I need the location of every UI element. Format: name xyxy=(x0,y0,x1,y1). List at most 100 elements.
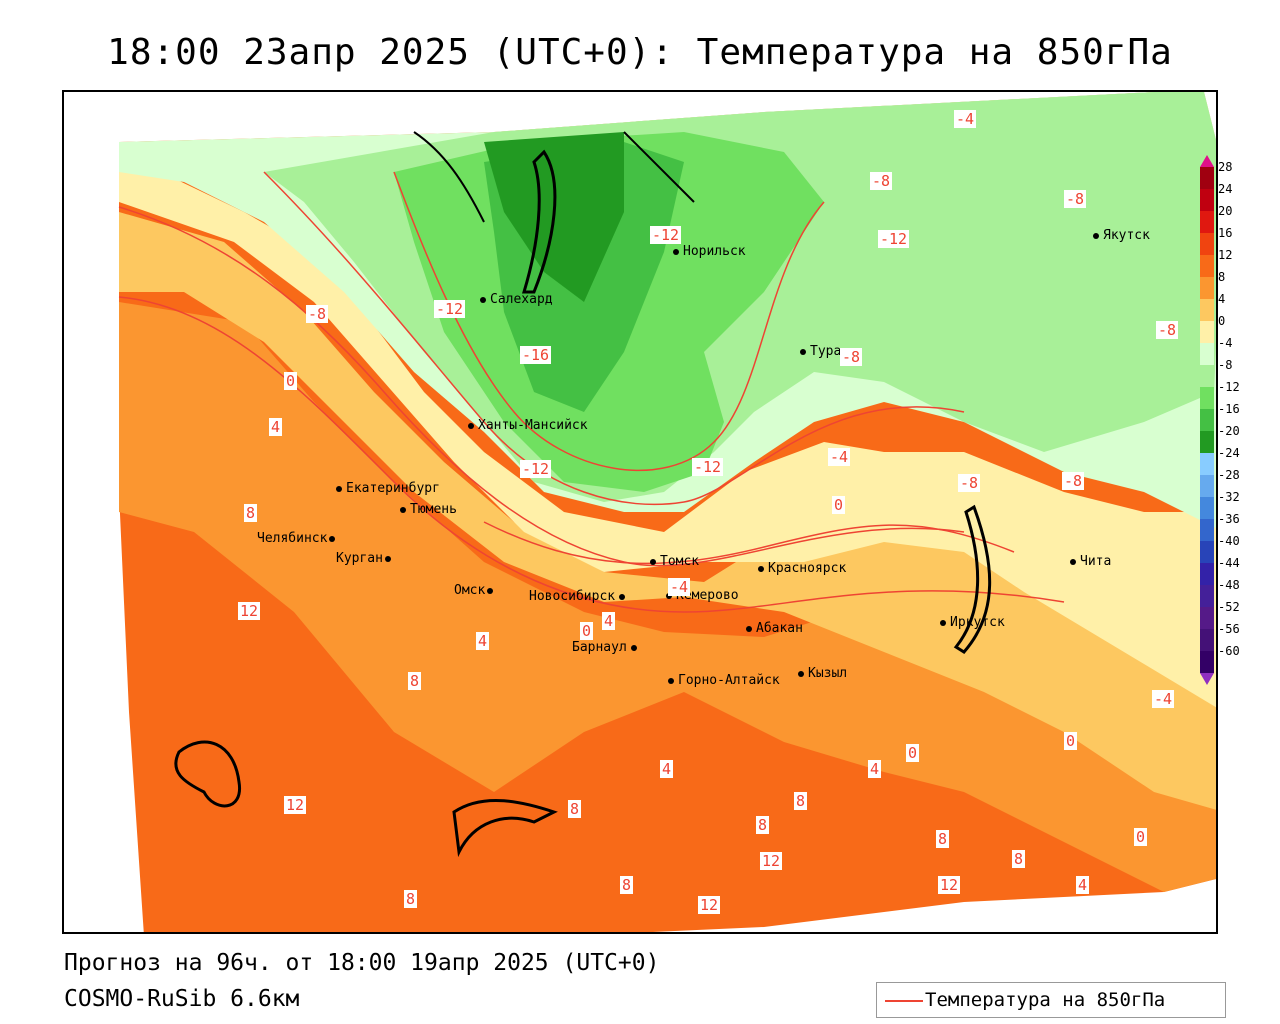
model-name: COSMO-RuSib 6.6км xyxy=(64,986,300,1012)
city-label: Новосибирск xyxy=(529,589,616,604)
scale-swatch xyxy=(1200,651,1214,673)
scale-tick-label: -44 xyxy=(1218,556,1240,570)
map-canvas xyxy=(118,92,1216,932)
city-dot xyxy=(746,625,752,632)
isotherm-label: 0 xyxy=(580,622,594,640)
scale-swatch xyxy=(1200,211,1214,233)
scale-swatch xyxy=(1200,585,1214,607)
isotherm-label: 4 xyxy=(602,612,616,630)
scale-swatch xyxy=(1200,431,1214,453)
city-label: Красноярск xyxy=(768,561,847,576)
isotherm-label: 12 xyxy=(698,896,721,914)
scale-arrow-down xyxy=(1200,673,1214,685)
isotherm-label: 8 xyxy=(936,830,950,848)
isotherm-label: -8 xyxy=(1062,472,1085,490)
city-label: Норильск xyxy=(683,244,746,259)
scale-tick-label: 0 xyxy=(1218,314,1225,328)
city-label: Омск xyxy=(454,583,486,598)
isotherm-label: 12 xyxy=(938,876,961,894)
isotherm-label: -12 xyxy=(692,458,724,476)
color-scale: 28 24 20 16 12 8 4 0 -4 -8 -12 -16 -20 -24 -28 -32 -36 -4… xyxy=(1190,155,1250,695)
color-scale-bar: 28 24 20 16 12 8 4 0 -4 -8 -12 -16 -20 -24 -28 -32 -36 -4… xyxy=(1200,155,1240,685)
city-yakutsk: Якутск xyxy=(1093,228,1150,243)
city-dot xyxy=(673,248,679,255)
isotherm-label: 8 xyxy=(404,890,418,908)
city-irkutsk: Иркутск xyxy=(940,615,1005,630)
city-label: Тура xyxy=(810,344,842,359)
city-kurgan: Курган xyxy=(336,551,391,566)
city-label: Якутск xyxy=(1103,228,1150,243)
isotherm-label: -4 xyxy=(1152,690,1175,708)
scale-tick-label: -60 xyxy=(1218,644,1240,658)
isotherm-label: -12 xyxy=(650,226,682,244)
city-dot xyxy=(384,555,391,562)
isotherm-label: -8 xyxy=(840,348,863,366)
isotherm-label: 4 xyxy=(660,760,674,778)
scale-arrow-up xyxy=(1200,155,1214,167)
isotherm-label: 8 xyxy=(244,504,258,522)
city-dot xyxy=(480,296,486,303)
scale-swatch xyxy=(1200,343,1214,365)
city-dot xyxy=(487,587,494,594)
legend-label: Температура на 850гПа xyxy=(925,989,1166,1011)
isotherm-label: 4 xyxy=(269,418,283,436)
map-title: 18:00 23апр 2025 (UTC+0): Температура на… xyxy=(107,32,1173,73)
scale-tick-label: -52 xyxy=(1218,600,1240,614)
city-dot xyxy=(800,348,806,355)
city-label: Ханты-Мансийск xyxy=(478,418,588,433)
zone-plus-8 xyxy=(119,302,1216,892)
isotherm-label: -4 xyxy=(954,110,977,128)
city-salekhard: Салехард xyxy=(480,292,553,307)
yamal-coast xyxy=(413,131,695,223)
city-label: Чита xyxy=(1080,554,1112,569)
scale-swatch xyxy=(1200,189,1214,211)
city-gorno-altaysk: Горно-Алтайск xyxy=(668,673,780,688)
scale-swatch xyxy=(1200,233,1214,255)
scale-swatch xyxy=(1200,255,1214,277)
city-dot xyxy=(650,558,656,565)
scale-tick-label: -4 xyxy=(1218,336,1232,350)
city-label: Тюмень xyxy=(410,502,457,517)
city-yekaterinburg: Екатеринбург xyxy=(336,481,440,496)
legend-line-swatch xyxy=(885,1000,923,1002)
city-label: Иркутск xyxy=(950,615,1005,630)
isotherm-label: 4 xyxy=(868,760,882,778)
city-dot xyxy=(758,565,764,572)
city-label: Кемерово xyxy=(676,588,739,603)
zone-plus-4 xyxy=(119,212,1216,810)
scale-tick-label: -28 xyxy=(1218,468,1240,482)
scale-tick-label: 24 xyxy=(1218,182,1232,196)
city-dot xyxy=(336,485,342,492)
aral-sea xyxy=(174,740,242,808)
scale-swatch xyxy=(1200,475,1214,497)
forecast-info: Прогноз на 96ч. от 18:00 19апр 2025 (UTC… xyxy=(64,950,660,976)
isotherm-label: -12 xyxy=(520,460,552,478)
isotherm-label: 0 xyxy=(284,372,298,390)
lake-baikal xyxy=(953,504,992,654)
scale-swatch xyxy=(1200,409,1214,431)
scale-tick-label: -48 xyxy=(1218,578,1240,592)
isotherm-label: -16 xyxy=(520,346,552,364)
isotherm-label: 8 xyxy=(1012,850,1026,868)
city-norilsk: Норильск xyxy=(673,244,746,259)
scale-swatch xyxy=(1200,365,1214,387)
city-dot xyxy=(940,619,946,626)
isotherm-label: -8 xyxy=(1064,190,1087,208)
scale-tick-label: 4 xyxy=(1218,292,1225,306)
isotherm-lines xyxy=(118,171,1065,613)
scale-swatch xyxy=(1200,607,1214,629)
isotherm-label: 0 xyxy=(1134,828,1148,846)
scale-swatch xyxy=(1200,453,1214,475)
city-omsk: Омск xyxy=(454,583,494,598)
isotherm-label: 0 xyxy=(906,744,920,762)
isotherm-label: 8 xyxy=(756,816,770,834)
scale-swatch xyxy=(1200,541,1214,563)
city-label: Курган xyxy=(336,551,383,566)
scale-tick-label: -56 xyxy=(1218,622,1240,636)
isotherm-label: -8 xyxy=(870,172,893,190)
isotherm-label: -12 xyxy=(878,230,910,248)
scale-tick-label: 12 xyxy=(1218,248,1232,262)
city-tura: Тура xyxy=(800,344,841,359)
isotherm-label: 0 xyxy=(1064,732,1078,750)
scale-tick-label: -36 xyxy=(1218,512,1240,526)
